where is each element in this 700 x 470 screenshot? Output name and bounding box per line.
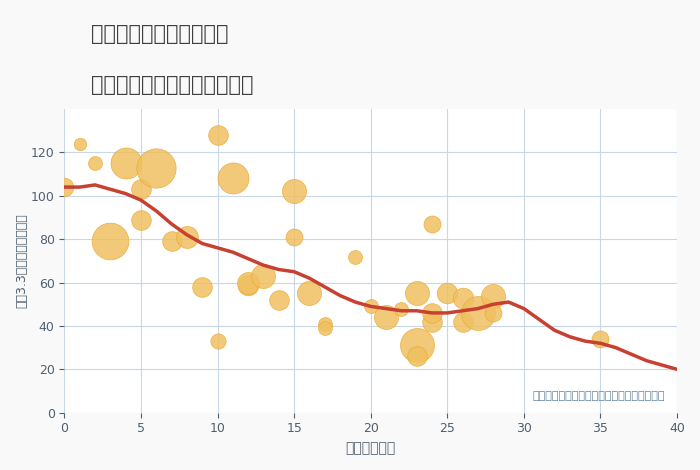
- Point: [74, 140, 85, 148]
- Point: [135, 186, 146, 193]
- Point: [181, 233, 193, 241]
- Point: [135, 216, 146, 223]
- Point: [90, 159, 101, 167]
- Point: [59, 183, 70, 191]
- Text: 築年数別中古マンション価格: 築年数別中古マンション価格: [91, 75, 253, 95]
- Point: [457, 294, 468, 301]
- Point: [319, 324, 330, 332]
- Text: 円の大きさは、取引のあった物件面積を示す: 円の大きさは、取引のあった物件面積を示す: [532, 391, 665, 400]
- Point: [426, 220, 438, 228]
- Point: [212, 337, 223, 345]
- Point: [595, 335, 606, 343]
- Point: [243, 281, 254, 289]
- Point: [258, 272, 269, 280]
- Point: [304, 290, 315, 297]
- Y-axis label: 坪（3.3㎡）単価（万円）: 坪（3.3㎡）単価（万円）: [15, 213, 28, 308]
- Point: [243, 279, 254, 286]
- Point: [228, 175, 239, 182]
- Point: [166, 237, 177, 245]
- Point: [288, 188, 300, 195]
- Point: [488, 292, 499, 299]
- Point: [442, 290, 453, 297]
- Point: [411, 342, 422, 349]
- X-axis label: 築年数（年）: 築年数（年）: [346, 441, 396, 455]
- Point: [197, 283, 208, 290]
- Point: [411, 290, 422, 297]
- Point: [105, 237, 116, 245]
- Point: [319, 320, 330, 328]
- Point: [411, 352, 422, 360]
- Point: [120, 159, 131, 167]
- Point: [150, 164, 162, 172]
- Point: [273, 296, 284, 304]
- Point: [288, 233, 300, 241]
- Point: [488, 309, 499, 317]
- Point: [350, 253, 361, 260]
- Point: [426, 309, 438, 317]
- Point: [395, 305, 407, 313]
- Point: [457, 318, 468, 325]
- Point: [380, 313, 391, 321]
- Point: [212, 131, 223, 139]
- Point: [426, 318, 438, 325]
- Point: [473, 309, 484, 317]
- Point: [365, 303, 377, 310]
- Text: 三重県四日市市大宮西町: 三重県四日市市大宮西町: [91, 24, 228, 44]
